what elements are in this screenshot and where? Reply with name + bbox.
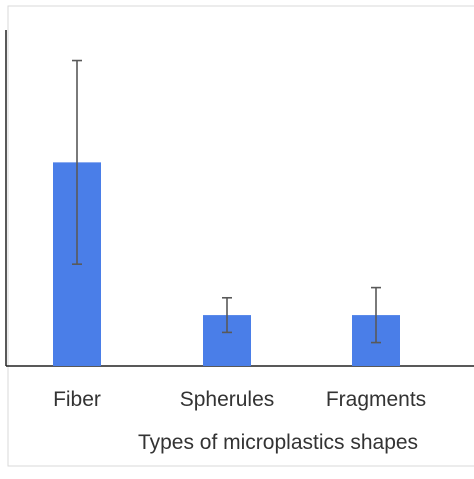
x-tick-label-fiber: Fiber	[53, 388, 101, 411]
tick-labels: Fiber Spherules Fragments	[53, 388, 426, 411]
x-tick-label-fragments: Fragments	[326, 388, 426, 411]
x-axis-title: Types of microplastics shapes	[138, 431, 418, 454]
bars	[53, 162, 400, 366]
chart-frame	[7, 5, 474, 467]
error-bars	[72, 59, 381, 344]
x-tick-label-spherules: Spherules	[180, 388, 275, 411]
